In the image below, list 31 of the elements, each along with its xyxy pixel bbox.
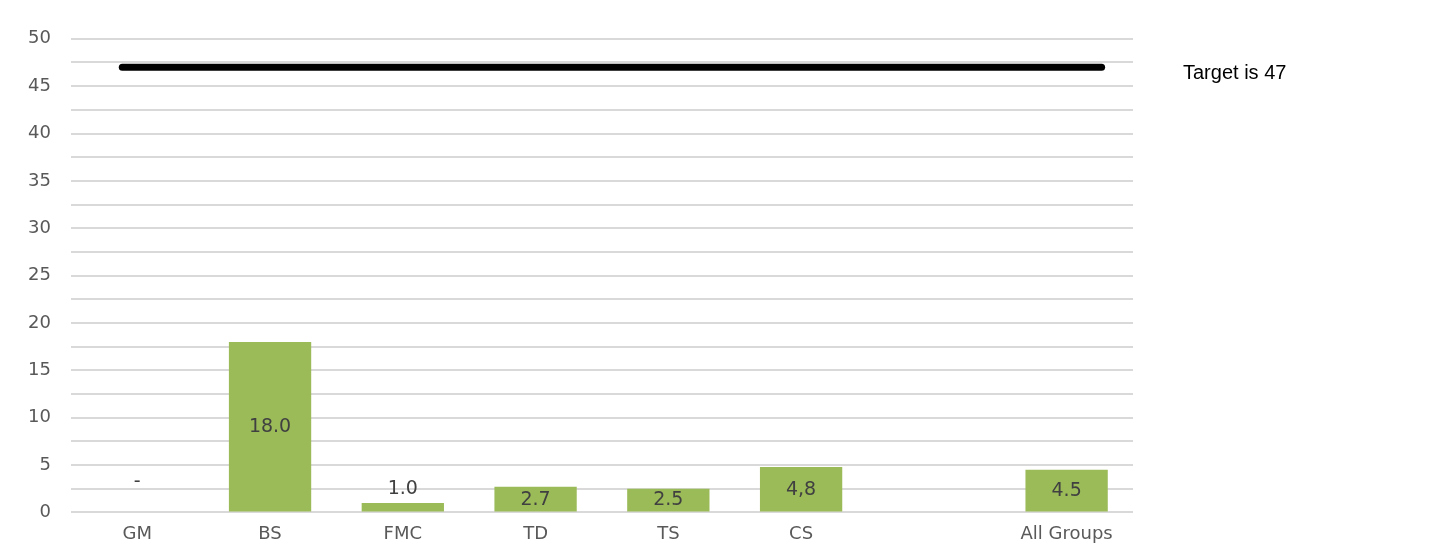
y-tick-label: 25 (28, 263, 51, 285)
y-tick-label: 0 (39, 500, 51, 522)
ref-line-label: Target is 47 (1183, 60, 1287, 83)
data-label: 4.5 (1051, 478, 1082, 501)
x-tick-label: TD (522, 521, 548, 543)
bar (361, 502, 444, 512)
x-tick-label: All Groups (1020, 521, 1113, 543)
data-label: 4,8 (785, 476, 817, 499)
y-tick-label: 5 (39, 452, 51, 474)
x-tick-label: TS (656, 521, 680, 543)
y-tick-label: 50 (28, 26, 51, 48)
y-tick-label: 40 (28, 121, 51, 143)
x-tick-label: CS (789, 521, 814, 543)
y-tick-label: 15 (28, 357, 51, 379)
bar (228, 341, 312, 512)
y-tick-label: 30 (28, 215, 51, 237)
y-tick-label: 10 (28, 405, 51, 427)
y-tick-label: 20 (28, 310, 51, 332)
bar (1025, 469, 1108, 512)
data-label: 18.0 (248, 414, 292, 437)
data-label: 2.5 (653, 487, 684, 510)
x-tick-label: GM (122, 521, 153, 543)
y-tick-label: 35 (28, 168, 51, 190)
text: - (133, 469, 141, 492)
bar (494, 486, 577, 512)
x-tick-label: BS (258, 521, 282, 543)
y-tick-label: 45 (28, 73, 51, 95)
data-label: 2.7 (520, 486, 551, 509)
bar (759, 466, 843, 512)
x-tick-label: FMC (383, 521, 423, 543)
data-label: 1.0 (387, 475, 418, 498)
